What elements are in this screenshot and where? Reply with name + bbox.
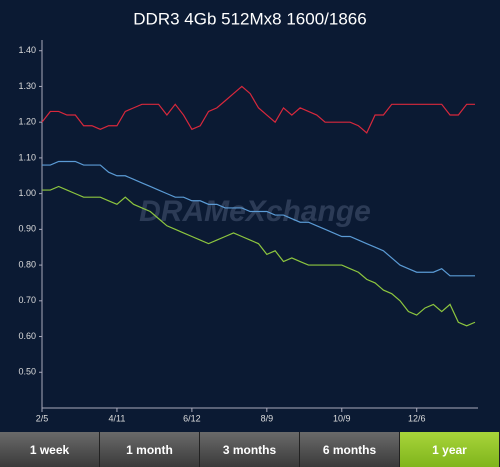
- y-tick-label: 0.70: [18, 295, 36, 305]
- y-tick-label: 0.90: [18, 224, 36, 234]
- y-tick-label: 0.60: [18, 331, 36, 341]
- y-tick-label: 0.80: [18, 259, 36, 269]
- x-tick-label: 2/5: [36, 413, 49, 423]
- chart-title: DDR3 4Gb 512Mx8 1600/1866: [133, 9, 366, 28]
- price-line: [42, 160, 475, 277]
- x-tick-label: 6/12: [183, 413, 201, 423]
- x-tick-label: 10/9: [333, 413, 351, 423]
- x-tick-label: 8/9: [261, 413, 274, 423]
- range-tab[interactable]: 1 week: [0, 432, 100, 467]
- range-tab[interactable]: 3 months: [200, 432, 300, 467]
- y-tick-label: 1.00: [18, 188, 36, 198]
- y-tick-label: 1.30: [18, 81, 36, 91]
- y-tick-label: 1.20: [18, 117, 36, 127]
- chart: DDR3 4Gb 512Mx8 1600/1866 DRAMeXchange 0…: [18, 9, 478, 423]
- range-tabs: 1 week 1 month 3 months 6 months 1 year: [0, 432, 500, 467]
- y-tick-label: 1.40: [18, 45, 36, 55]
- y-tick-label: 0.50: [18, 367, 36, 377]
- x-tick-label: 12/6: [408, 413, 426, 423]
- range-tab[interactable]: 6 months: [300, 432, 400, 467]
- price-line: [41, 85, 475, 134]
- y-tick-label: 1.10: [18, 152, 36, 162]
- price-line: [42, 185, 476, 327]
- range-tab[interactable]: 1 month: [100, 432, 200, 467]
- range-tab[interactable]: 1 year: [400, 432, 500, 467]
- x-tick-label: 4/11: [109, 413, 126, 423]
